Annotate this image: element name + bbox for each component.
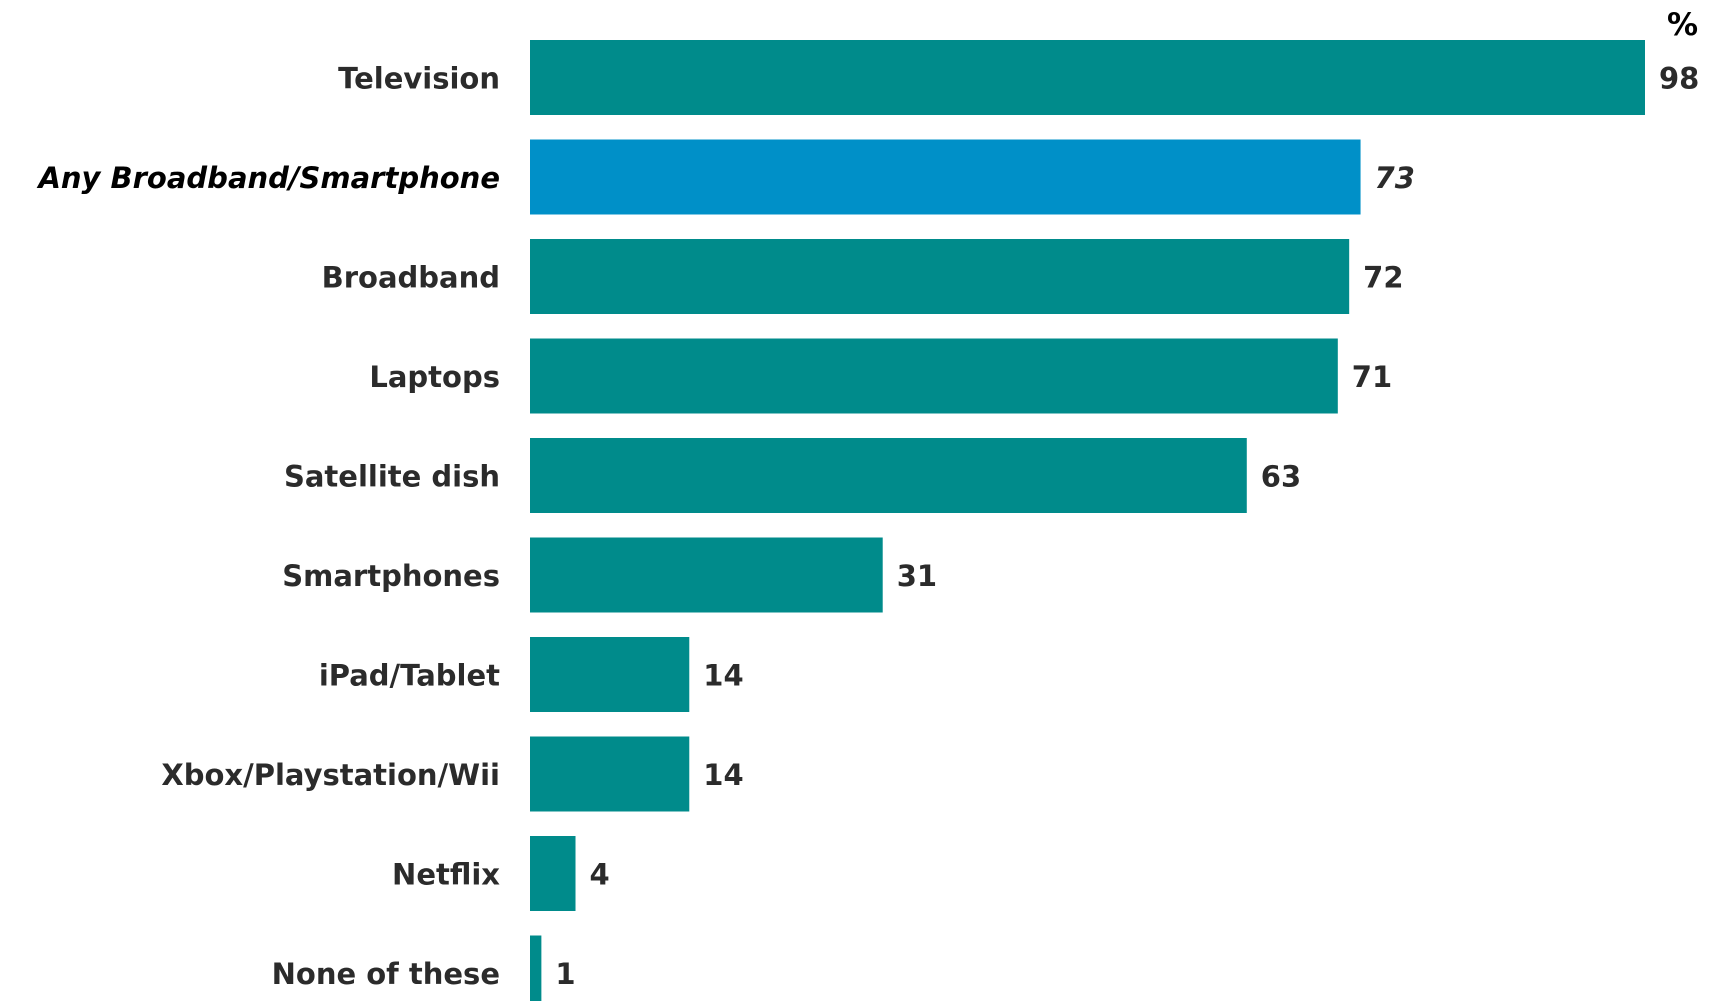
bar-smartphones [530, 537, 883, 613]
category-label-none-of-these: None of these [272, 957, 500, 991]
value-label-laptops: 71 [1352, 360, 1392, 394]
category-labels: Television Any Broadband/Smartphone Broadb… [36, 62, 500, 992]
bar-none-of-these [530, 935, 542, 1001]
bar-netflix [530, 836, 576, 911]
category-label-laptops: Laptops [369, 360, 500, 394]
bar-broadband [530, 239, 1350, 314]
bar-television [530, 40, 1645, 115]
category-label-ipad-tablet: iPad/Tablet [319, 659, 500, 693]
value-label-netflix: 4 [590, 858, 610, 892]
category-label-broadband: Broadband [322, 261, 500, 295]
unit-label: % [1667, 7, 1698, 43]
category-label-television: Television [338, 62, 500, 96]
category-label-smartphones: Smartphones [282, 559, 500, 593]
value-label-smartphones: 31 [897, 559, 937, 593]
bar-xbox-playstation-wii [530, 736, 690, 812]
bars [530, 40, 1645, 1001]
value-label-broadband: 72 [1363, 261, 1403, 295]
value-labels: 98 73 72 71 63 31 14 14 4 1 [555, 62, 1699, 992]
bar-laptops [530, 338, 1338, 414]
value-label-ipad-tablet: 14 [703, 659, 743, 693]
bar-any-broadband-smartphone [530, 139, 1361, 215]
value-label-satellite-dish: 63 [1261, 460, 1301, 494]
category-label-satellite-dish: Satellite dish [284, 460, 500, 494]
value-label-xbox-playstation-wii: 14 [703, 758, 743, 792]
bar-ipad-tablet [530, 637, 690, 712]
category-label-netflix: Netflix [392, 858, 500, 892]
value-label-television: 98 [1659, 62, 1699, 96]
value-label-any-broadband-smartphone: 73 [1375, 161, 1415, 195]
category-label-any-broadband-smartphone: Any Broadband/Smartphone [36, 161, 500, 195]
value-label-none-of-these: 1 [555, 957, 575, 991]
category-label-xbox-playstation-wii: Xbox/Playstation/Wii [161, 758, 500, 792]
bar-satellite-dish [530, 438, 1247, 513]
